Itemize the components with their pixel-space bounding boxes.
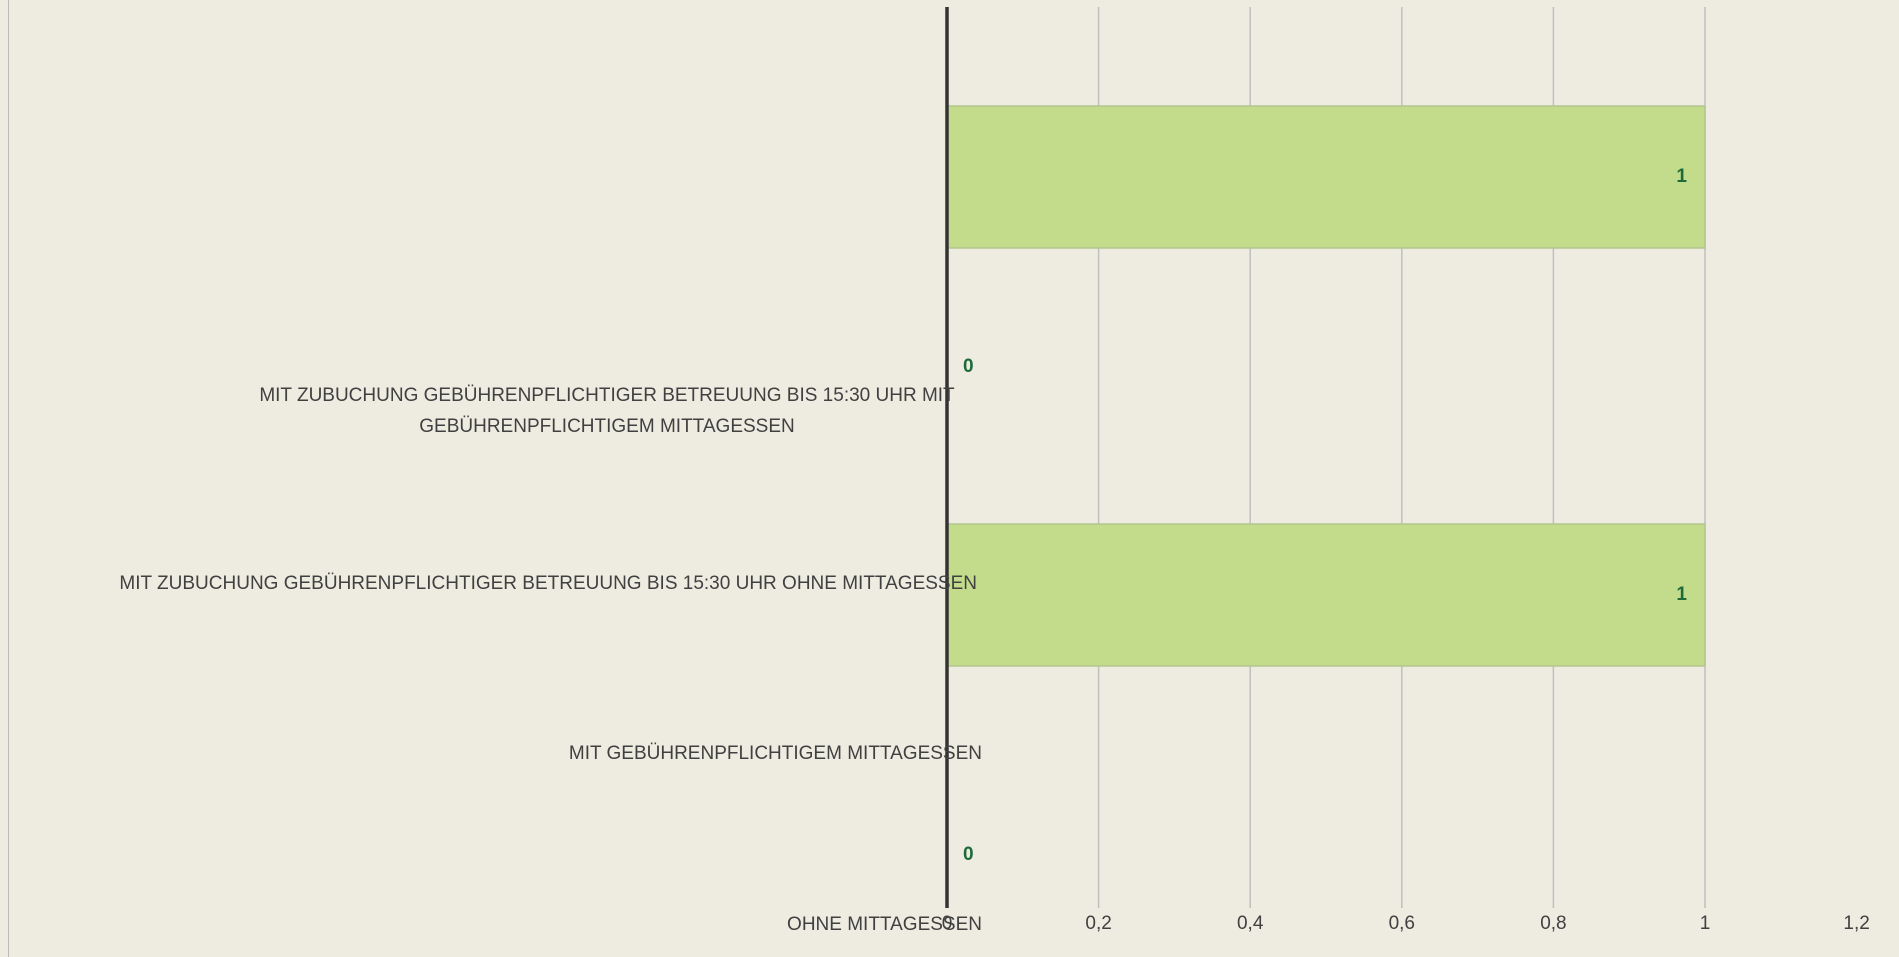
bar bbox=[946, 523, 1706, 667]
x-tick-label: 0,4 bbox=[1237, 913, 1264, 934]
x-tick-label: 0,2 bbox=[1085, 913, 1111, 934]
y-tick-label: MIT ZUBUCHUNG GEBÜHRENPFLICHTIGER BETREU… bbox=[119, 573, 977, 594]
x-tick-label: 0,6 bbox=[1389, 913, 1415, 934]
y-tick-label: OHNE MITTAGESSEN bbox=[787, 914, 982, 935]
x-tick-label: 1,2 bbox=[1843, 913, 1869, 934]
x-tick-label: 1 bbox=[1700, 913, 1711, 934]
bar bbox=[946, 105, 1706, 249]
x-tick-label: 0 bbox=[942, 913, 953, 934]
value-label: 1 bbox=[1676, 166, 1687, 187]
x-tick-label: 0,8 bbox=[1540, 913, 1566, 934]
value-label: 0 bbox=[963, 356, 974, 377]
value-label: 0 bbox=[963, 844, 974, 865]
y-tick-label: MIT ZUBUCHUNG GEBÜHRENPFLICHTIGER BETREU… bbox=[259, 385, 955, 437]
value-label: 1 bbox=[1676, 584, 1687, 605]
y-tick-label: MIT GEBÜHRENPFLICHTIGEM MITTAGESSEN bbox=[568, 743, 982, 764]
